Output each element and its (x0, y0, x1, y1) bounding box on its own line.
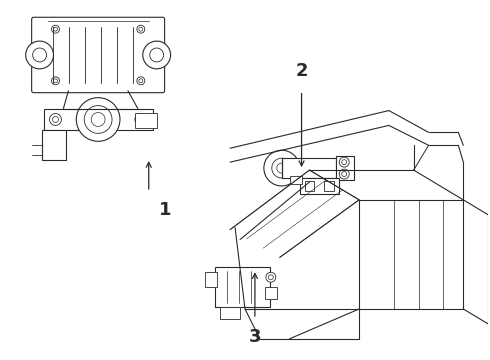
Text: 3: 3 (248, 328, 261, 346)
Circle shape (269, 275, 273, 280)
Bar (290, 176, 301, 184)
Bar (135, 113, 157, 129)
Circle shape (264, 150, 299, 186)
Circle shape (143, 41, 171, 69)
Circle shape (84, 105, 112, 133)
Circle shape (139, 79, 143, 83)
Bar (42, 130, 66, 160)
Bar (220, 307, 240, 319)
Bar (265, 287, 277, 299)
FancyBboxPatch shape (32, 17, 165, 93)
Circle shape (137, 77, 145, 85)
Bar (336, 156, 354, 180)
Circle shape (139, 27, 143, 31)
Bar (299, 178, 339, 194)
Circle shape (137, 25, 145, 33)
Circle shape (33, 48, 47, 62)
Circle shape (339, 157, 349, 167)
Bar (282, 158, 336, 178)
Circle shape (51, 25, 59, 33)
Circle shape (272, 158, 292, 178)
Circle shape (49, 113, 61, 125)
Circle shape (266, 272, 276, 282)
Bar (305, 181, 315, 191)
Circle shape (150, 48, 164, 62)
Circle shape (76, 98, 120, 141)
Circle shape (342, 159, 347, 165)
Bar (44, 109, 153, 130)
Text: 2: 2 (295, 62, 308, 80)
Circle shape (135, 113, 147, 125)
Circle shape (138, 117, 144, 122)
Circle shape (339, 169, 349, 179)
Circle shape (53, 79, 57, 83)
Circle shape (91, 113, 105, 126)
Bar (205, 272, 217, 287)
Circle shape (25, 41, 53, 69)
Circle shape (277, 163, 287, 173)
Circle shape (342, 172, 347, 176)
Circle shape (51, 77, 59, 85)
Bar (324, 181, 334, 191)
Bar (215, 267, 270, 307)
Circle shape (53, 27, 57, 31)
Circle shape (52, 117, 58, 122)
Text: 1: 1 (159, 201, 172, 219)
